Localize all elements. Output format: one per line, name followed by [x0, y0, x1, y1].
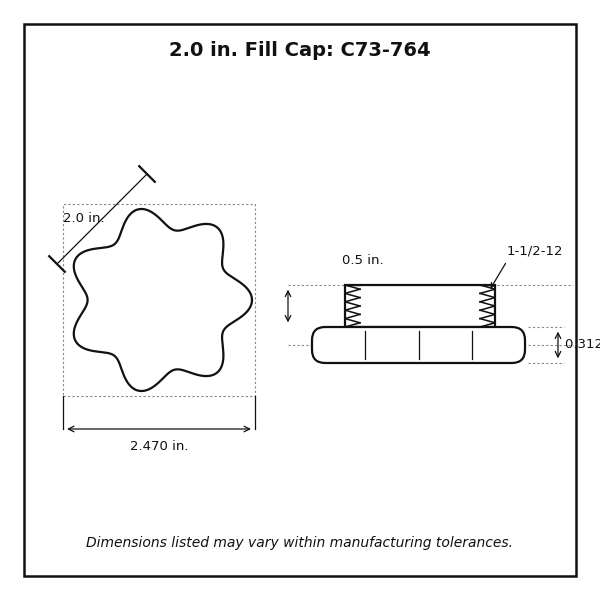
Text: 0.312 in.: 0.312 in. — [565, 338, 600, 352]
Text: 2.470 in.: 2.470 in. — [130, 440, 188, 453]
Bar — [345, 285, 495, 327]
Text: Dimensions listed may vary within manufacturing tolerances.: Dimensions listed may vary within manufa… — [86, 536, 514, 550]
Text: 0.5 in.: 0.5 in. — [342, 254, 383, 267]
FancyBboxPatch shape — [312, 327, 525, 363]
Text: 2.0 in. Fill Cap: C73-764: 2.0 in. Fill Cap: C73-764 — [169, 41, 431, 61]
Text: 1-1/2-12: 1-1/2-12 — [507, 245, 563, 258]
Text: 2.0 in.: 2.0 in. — [63, 212, 104, 225]
